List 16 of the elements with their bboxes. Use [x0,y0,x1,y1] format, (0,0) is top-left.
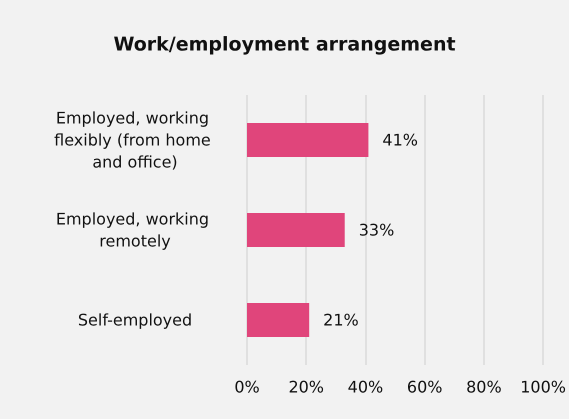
y-tick-label: Self-employed [78,310,192,330]
x-tick-label: 60% [406,378,442,396]
x-tick-label: 40% [348,378,384,396]
x-tick-label: 20% [288,378,324,396]
x-tick-label: 0% [234,378,260,396]
x-tick-label: 100% [520,378,566,396]
chart-title: Work/employment arrangement [113,34,456,56]
y-tick-label: Employed, working remotely [56,210,214,250]
data-label: 33% [358,220,394,240]
data-label: 21% [323,310,359,330]
data-label: 41% [382,130,418,150]
bar [247,213,345,247]
bar [247,303,310,337]
x-tick-label: 80% [466,378,502,396]
bar [247,123,368,157]
y-tick-label: Employed, working flexibly (from home and office) [54,108,216,172]
